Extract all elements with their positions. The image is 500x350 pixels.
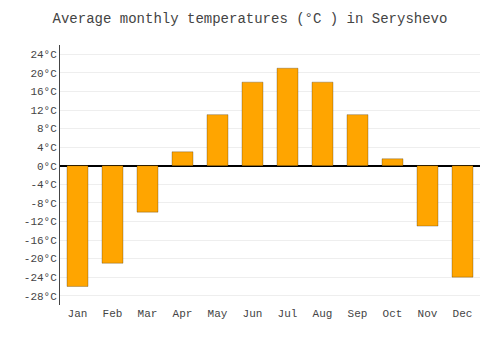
svg-text:-4°C: -4°C xyxy=(30,179,57,191)
svg-text:20°C: 20°C xyxy=(30,68,57,80)
svg-text:-16°C: -16°C xyxy=(24,235,57,247)
svg-text:Mar: Mar xyxy=(138,308,158,320)
svg-text:-20°C: -20°C xyxy=(24,253,57,265)
svg-text:4°C: 4°C xyxy=(37,142,57,154)
svg-text:Feb: Feb xyxy=(103,308,123,320)
svg-text:Apr: Apr xyxy=(173,308,193,320)
svg-text:Dec: Dec xyxy=(453,308,473,320)
svg-text:Nov: Nov xyxy=(418,308,438,320)
svg-text:Average monthly temperatures (: Average monthly temperatures (°C ) in Se… xyxy=(53,11,448,27)
svg-text:Jun: Jun xyxy=(243,308,263,320)
svg-text:Aug: Aug xyxy=(313,308,333,320)
svg-text:12°C: 12°C xyxy=(30,105,57,117)
svg-text:-12°C: -12°C xyxy=(24,216,57,228)
svg-text:Oct: Oct xyxy=(383,308,403,320)
svg-text:-24°C: -24°C xyxy=(24,272,57,284)
svg-text:Sep: Sep xyxy=(348,308,368,320)
svg-text:-28°C: -28°C xyxy=(24,291,57,303)
svg-text:Jan: Jan xyxy=(68,308,88,320)
svg-text:Jul: Jul xyxy=(278,308,298,320)
svg-text:-8°C: -8°C xyxy=(30,198,57,210)
svg-text:16°C: 16°C xyxy=(30,86,57,98)
svg-text:0°C: 0°C xyxy=(37,161,57,173)
svg-text:24°C: 24°C xyxy=(30,49,57,61)
svg-text:May: May xyxy=(208,308,228,320)
svg-text:8°C: 8°C xyxy=(37,123,57,135)
